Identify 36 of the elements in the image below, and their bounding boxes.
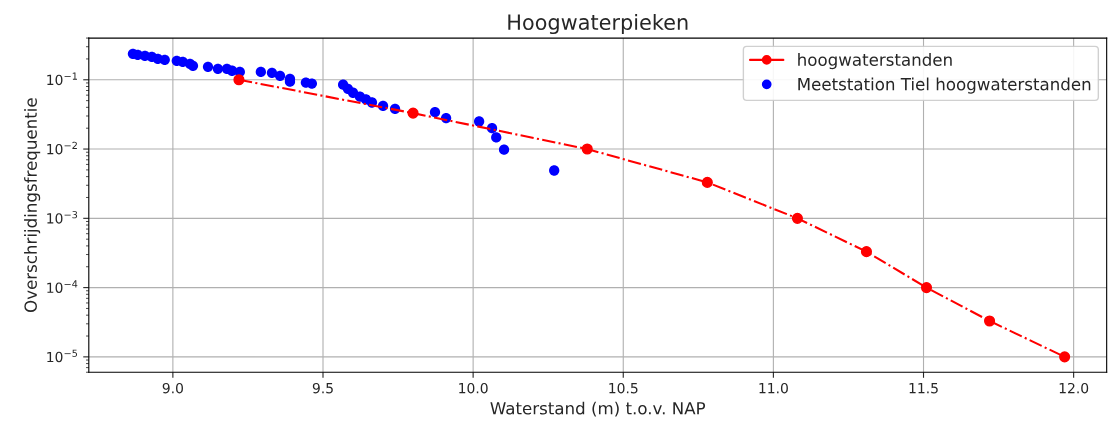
point xyxy=(791,212,803,224)
point xyxy=(860,246,873,258)
x-tick-label: 12.0 xyxy=(1059,382,1089,394)
point xyxy=(549,165,560,176)
y-tick-label: 10$^{−1}$ xyxy=(47,72,77,86)
point xyxy=(1059,351,1071,363)
y-tick-label: 10$^{−5}$ xyxy=(47,349,78,363)
x-tick-label: 9.0 xyxy=(162,382,183,394)
legend-label: Meetstation Tiel hoogwaterstanden xyxy=(798,77,1091,94)
point xyxy=(212,63,224,74)
x-tick-label: 11.5 xyxy=(909,383,938,394)
point xyxy=(407,107,419,119)
x-tick-label: 10.0 xyxy=(459,382,488,394)
point xyxy=(233,74,245,86)
point xyxy=(920,282,933,294)
point xyxy=(984,315,996,327)
point xyxy=(498,144,510,155)
x-tick-label: 10.5 xyxy=(609,382,638,394)
y-tick-label: 10$^{−2}$ xyxy=(47,141,77,155)
point xyxy=(581,143,593,155)
y-tick-label: 10$^{−3}$ xyxy=(47,210,78,224)
point xyxy=(491,132,502,143)
x-axis-title: Waterstand (m) t.o.v. NAP xyxy=(490,401,706,417)
chart-title: Hoogwaterpieken xyxy=(508,13,688,35)
x-tick-label: 11.0 xyxy=(759,382,788,394)
point xyxy=(429,107,441,118)
legend-label: hoogwaterstanden xyxy=(798,53,952,70)
point xyxy=(274,70,286,81)
point xyxy=(202,61,214,72)
point xyxy=(255,66,266,78)
point xyxy=(473,116,485,127)
y-tick-label: 10$^{−4}$ xyxy=(47,280,78,293)
x-tick-label: 9.5 xyxy=(312,382,333,394)
point xyxy=(701,176,713,188)
point xyxy=(266,67,278,78)
y-axis-title: Overschrijdingsfrequentie xyxy=(24,98,41,313)
